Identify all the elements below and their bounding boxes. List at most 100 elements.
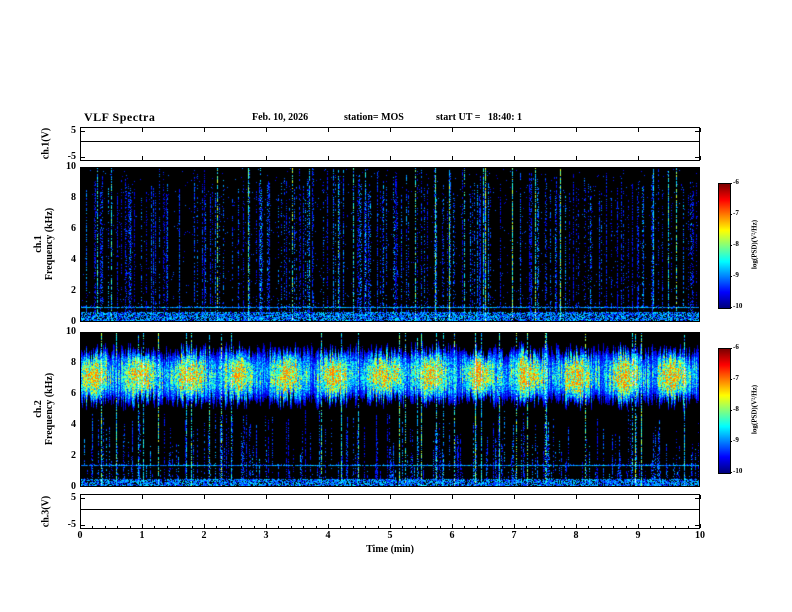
y-tick-label: -5 [67, 151, 76, 162]
x-tick [700, 495, 701, 499]
colorbar-tick-label: -6 [733, 343, 739, 351]
colorbar-tick [730, 348, 732, 349]
y-tick-label: 4 [71, 254, 76, 265]
ch1-spectrogram-ylabel: ch.1 Frequency (kHz) [33, 164, 55, 324]
x-minor-tick [340, 526, 341, 528]
x-tick-label: 5 [387, 530, 393, 541]
ch2-spectrogram-image [81, 333, 699, 486]
colorbar-tick [730, 245, 732, 246]
x-tick [80, 128, 81, 132]
x-minor-tick [303, 526, 304, 528]
colorbar-tick [730, 307, 732, 308]
y-tick [695, 498, 699, 499]
y-tick-label: 8 [71, 192, 76, 203]
y-tick [695, 157, 699, 158]
ch1-voltage-panel [80, 127, 700, 161]
x-tick [328, 156, 329, 160]
x-tick [142, 156, 143, 160]
x-minor-tick [427, 526, 428, 528]
x-tick [514, 128, 515, 132]
x-tick [452, 156, 453, 160]
x-tick [576, 128, 577, 132]
x-minor-tick [440, 526, 441, 528]
y-tick-label: 5 [71, 492, 76, 503]
x-minor-tick [80, 526, 81, 528]
colorbar-tick-label: -9 [733, 271, 739, 279]
y-tick-label: -5 [67, 519, 76, 530]
x-minor-tick [650, 526, 651, 528]
x-minor-tick [92, 526, 93, 528]
x-tick-label: 9 [635, 530, 641, 541]
x-minor-tick [675, 526, 676, 528]
x-minor-tick [216, 526, 217, 528]
x-tick [80, 156, 81, 160]
x-minor-tick [663, 526, 664, 528]
x-tick [638, 495, 639, 499]
x-minor-tick [353, 526, 354, 528]
x-minor-tick [291, 526, 292, 528]
x-tick-label: 1 [139, 530, 145, 541]
x-minor-tick [576, 526, 577, 528]
y-tick-label: 2 [71, 285, 76, 296]
x-minor-tick [526, 526, 527, 528]
x-tick-label: 4 [325, 530, 331, 541]
x-tick [204, 495, 205, 499]
x-minor-tick [700, 526, 701, 528]
y-tick [695, 525, 699, 526]
x-minor-tick [117, 526, 118, 528]
x-minor-tick [142, 526, 143, 528]
figure-title: VLF Spectra [84, 110, 156, 124]
colorbar-tick-label: -8 [733, 240, 739, 248]
x-axis-label: Time (min) [366, 544, 414, 555]
x-tick [328, 128, 329, 132]
y-tick-label: 8 [71, 357, 76, 368]
colorbar-2-label: log(PSD)(V²/Hz) [750, 330, 759, 490]
x-minor-tick [241, 526, 242, 528]
x-tick [142, 128, 143, 132]
x-minor-tick [539, 526, 540, 528]
x-minor-tick [167, 526, 168, 528]
x-tick [700, 156, 701, 160]
y-tick [695, 131, 699, 132]
ch1-waveform-line [81, 141, 699, 142]
x-minor-tick [204, 526, 205, 528]
x-minor-tick [192, 526, 193, 528]
x-tick [576, 495, 577, 499]
colorbar-tick-label: -10 [733, 302, 743, 310]
colorbar-2-gradient [718, 348, 731, 474]
x-minor-tick [514, 526, 515, 528]
colorbar-1-label-text: log(PSD)(V²/Hz) [750, 219, 759, 270]
x-minor-tick [688, 526, 689, 528]
x-minor-tick [464, 526, 465, 528]
colorbar-2-label-text: log(PSD)(V²/Hz) [750, 384, 759, 435]
colorbar-tick-label: -6 [733, 178, 739, 186]
x-tick [142, 495, 143, 499]
colorbar-tick [730, 183, 732, 184]
y-tick-label: 0 [71, 316, 76, 327]
x-minor-tick [452, 526, 453, 528]
colorbar-tick-label: -7 [733, 209, 739, 217]
colorbar-1-gradient [718, 183, 731, 309]
y-tick [81, 131, 85, 132]
ch1-spectrogram-image [81, 168, 699, 321]
y-tick [81, 525, 85, 526]
ch3-voltage-panel [80, 494, 700, 529]
y-tick-label: 5 [71, 125, 76, 136]
x-minor-tick [502, 526, 503, 528]
ch1-spectrogram-ylabel-line2: Frequency (kHz) [44, 207, 55, 281]
y-tick [81, 498, 85, 499]
x-minor-tick [489, 526, 490, 528]
x-minor-tick [254, 526, 255, 528]
x-tick [390, 128, 391, 132]
x-tick [638, 128, 639, 132]
colorbar-tick [730, 379, 732, 380]
x-tick [328, 495, 329, 499]
x-tick [390, 156, 391, 160]
x-tick [390, 495, 391, 499]
x-minor-tick [626, 526, 627, 528]
colorbar-tick [730, 410, 732, 411]
x-tick [204, 128, 205, 132]
x-tick [576, 156, 577, 160]
x-tick [204, 156, 205, 160]
